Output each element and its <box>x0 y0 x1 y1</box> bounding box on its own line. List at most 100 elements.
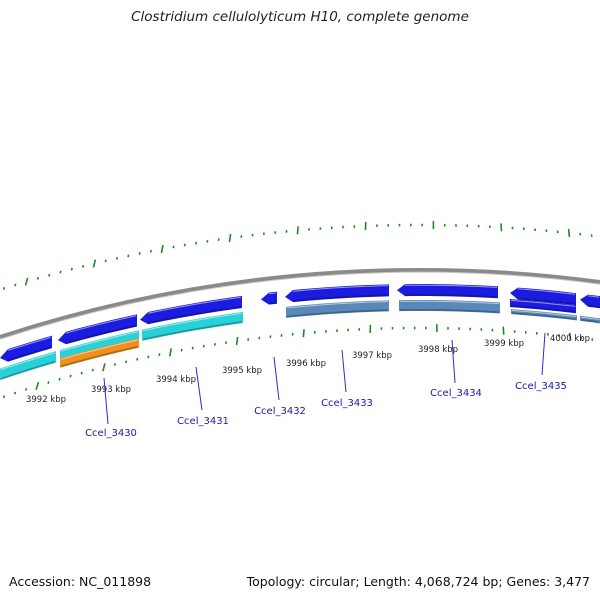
accession-text: Accession: NC_011898 <box>9 574 152 589</box>
cds-feature-shade <box>268 301 277 305</box>
rna-feature <box>142 311 243 341</box>
tick-label: 3996 kbp <box>286 359 326 369</box>
label-layer: Ccel_3430 Ccel_3431 Ccel_3432 Ccel_3433 Ccel… <box>85 332 567 439</box>
cds-feature-shine <box>147 296 242 314</box>
genome-backbone <box>0 268 600 340</box>
outer-major-tick <box>228 233 232 243</box>
cds-feature-shine <box>517 288 576 295</box>
backbone-arc <box>0 268 600 339</box>
rna-feature-shade <box>142 321 243 341</box>
cds-feature <box>261 291 277 305</box>
rna-feature <box>0 351 56 381</box>
gene-label: Ccel_3434 <box>430 388 482 399</box>
gene-leader-line <box>273 356 280 401</box>
cds-feature-shade <box>7 346 52 362</box>
inner-major-tick <box>168 348 173 357</box>
tick-label: 3995 kbp <box>222 366 262 376</box>
cds-feature-alt <box>399 300 500 314</box>
inner-major-tick <box>235 336 239 346</box>
outer-minor-tick <box>115 256 119 260</box>
inner-major-tick <box>568 332 572 341</box>
cds-feature-alt-shine <box>511 309 577 317</box>
cds-feature-shade <box>147 306 242 324</box>
inner-minor-tick <box>113 363 117 366</box>
cds-feature-alt-shine <box>286 301 389 309</box>
cds-feature-shade <box>517 297 576 305</box>
gene-label: Ccel_3433 <box>321 398 373 409</box>
inner-major-tick <box>35 381 40 391</box>
inner-tick-track: 3992 kbp 3993 kbp 3994 kbp 3995 kbp 3996 kbp… <box>2 324 594 405</box>
outer-major-tick <box>567 228 571 238</box>
inner-minor-tick <box>158 353 161 356</box>
cds-feature-alt-shine <box>399 300 500 305</box>
inner-minor-tick <box>25 388 28 391</box>
gene-leader-line <box>541 332 546 376</box>
cds-feature-thin-shade <box>510 305 576 313</box>
outer-minor-tick <box>127 254 130 258</box>
cds-feature <box>58 314 137 345</box>
cds-feature-thin-shine <box>510 299 576 307</box>
gene-leader-line <box>341 349 347 393</box>
gene-leader-line <box>451 339 456 384</box>
genome-stats-text: Topology: circular; Length: 4,068,724 bp… <box>246 574 590 589</box>
outer-minor-tick <box>2 287 6 290</box>
outer-minor-tick <box>59 270 62 274</box>
outer-minor-tick <box>14 283 17 287</box>
inner-major-tick <box>502 326 505 335</box>
orange-feature-shine <box>60 339 139 360</box>
gene-label: Ccel_3435 <box>515 381 567 392</box>
gene-label: Ccel_3430 <box>85 428 137 439</box>
outer-major-tick <box>160 244 164 254</box>
backbone-highlight <box>0 271 600 340</box>
gene-leader-line <box>195 366 203 411</box>
cds-feature <box>140 295 242 325</box>
cds-feature-shine <box>292 285 389 292</box>
cds-feature-shine <box>268 292 277 295</box>
tick-label: 3992 kbp <box>26 395 66 405</box>
orange-feature-shade <box>60 345 139 367</box>
cds-feature-shine <box>65 315 137 334</box>
cds-feature-shine <box>7 336 52 351</box>
tick-label: 3997 kbp <box>352 351 392 361</box>
outer-minor-tick <box>82 264 85 268</box>
outer-minor-tick <box>70 267 73 271</box>
gene-label: Ccel_3431 <box>177 416 229 427</box>
cds-feature <box>397 284 498 299</box>
cds-feature <box>580 294 600 309</box>
cds-feature-alt-shine <box>580 316 600 320</box>
cds-feature-shade <box>292 294 389 302</box>
cds-feature-shade <box>587 304 600 308</box>
cds-feature-shine <box>404 284 498 288</box>
outer-minor-tick <box>36 276 40 280</box>
inner-minor-tick <box>125 360 128 364</box>
cds-feature-shade <box>404 294 498 298</box>
cds-feature-alt-shade <box>286 309 389 318</box>
tick-label: 4000 kbp <box>550 334 590 344</box>
outer-major-tick <box>24 277 29 286</box>
inner-minor-tick <box>58 377 61 381</box>
gene-leader-line <box>103 377 109 425</box>
tick-label: 3993 kbp <box>91 385 131 395</box>
inner-minor-tick <box>136 357 139 361</box>
outer-tick-track <box>2 221 593 290</box>
outer-minor-tick <box>138 252 141 255</box>
cds-feature-thin <box>510 299 576 314</box>
inner-major-tick <box>302 329 305 338</box>
inner-minor-tick <box>147 355 150 359</box>
gene-label: Ccel_3432 <box>254 406 306 417</box>
map-title: Clostridium cellulolyticum H10, complete… <box>131 9 469 25</box>
outer-major-tick <box>92 259 97 268</box>
outer-minor-tick <box>104 259 107 263</box>
rna-feature-shine <box>142 312 243 332</box>
cds-feature-alt-shade <box>511 312 577 320</box>
cds-feature-shade <box>65 324 137 344</box>
orange-feature <box>60 338 139 368</box>
cds-feature <box>510 287 576 306</box>
cds-feature <box>285 284 389 303</box>
rna-feature-shade <box>0 360 56 380</box>
outer-minor-tick <box>48 273 51 277</box>
outer-major-tick <box>296 226 299 235</box>
tick-label: 3998 kbp <box>418 345 458 355</box>
inner-minor-tick <box>2 395 6 399</box>
